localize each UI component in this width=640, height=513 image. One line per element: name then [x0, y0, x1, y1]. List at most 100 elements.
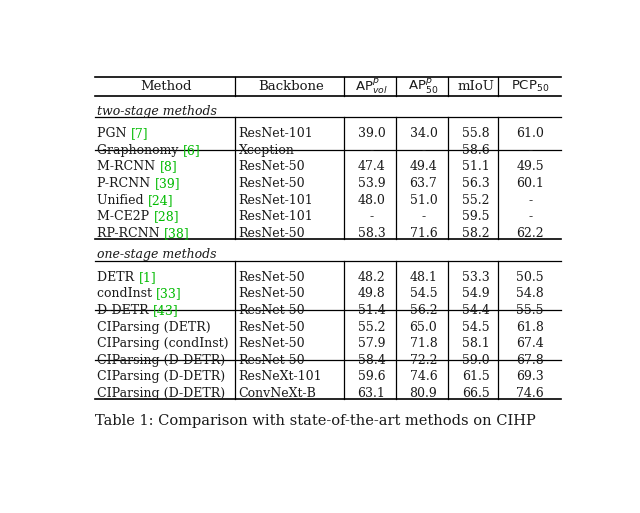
Text: 59.6: 59.6	[358, 370, 385, 383]
Text: ResNet-50: ResNet-50	[239, 304, 305, 317]
Text: 58.4: 58.4	[358, 354, 385, 367]
Text: ResNet-101: ResNet-101	[239, 127, 314, 140]
Text: -: -	[528, 193, 532, 207]
Text: 57.9: 57.9	[358, 337, 385, 350]
Text: 63.1: 63.1	[358, 387, 385, 400]
Text: ResNet-50: ResNet-50	[239, 271, 305, 284]
Text: PGN: PGN	[97, 127, 131, 140]
Text: M-CE2P: M-CE2P	[97, 210, 154, 223]
Text: D-DETR: D-DETR	[97, 304, 153, 317]
Text: 63.7: 63.7	[410, 177, 437, 190]
Text: 67.4: 67.4	[516, 337, 544, 350]
Text: M-RCNN: M-RCNN	[97, 161, 159, 173]
Text: 58.2: 58.2	[461, 227, 490, 240]
Text: 55.8: 55.8	[461, 127, 490, 140]
Text: 49.5: 49.5	[516, 161, 544, 173]
Text: ConvNeXt-B: ConvNeXt-B	[239, 387, 317, 400]
Text: 61.0: 61.0	[516, 127, 544, 140]
Text: 80.9: 80.9	[410, 387, 437, 400]
Text: 53.3: 53.3	[461, 271, 490, 284]
Text: 69.3: 69.3	[516, 370, 544, 383]
Text: [39]: [39]	[154, 177, 180, 190]
Text: -: -	[421, 144, 426, 157]
Text: 51.1: 51.1	[461, 161, 490, 173]
Text: -: -	[369, 144, 374, 157]
Text: 54.9: 54.9	[461, 287, 490, 301]
Text: CIParsing (D-DETR): CIParsing (D-DETR)	[97, 387, 225, 400]
Text: 67.8: 67.8	[516, 354, 544, 367]
Text: one-stage methods: one-stage methods	[97, 248, 217, 262]
Text: -: -	[369, 210, 374, 223]
Text: [6]: [6]	[183, 144, 200, 157]
Text: 71.6: 71.6	[410, 227, 437, 240]
Text: -: -	[421, 210, 426, 223]
Text: 60.1: 60.1	[516, 177, 544, 190]
Text: 49.4: 49.4	[410, 161, 437, 173]
Text: -: -	[528, 144, 532, 157]
Text: ResNeXt-101: ResNeXt-101	[239, 370, 323, 383]
Text: [28]: [28]	[154, 210, 179, 223]
Text: 71.8: 71.8	[410, 337, 437, 350]
Text: 61.5: 61.5	[461, 370, 490, 383]
Text: [33]: [33]	[156, 287, 182, 301]
Text: $\mathrm{PCP}_{50}$: $\mathrm{PCP}_{50}$	[511, 79, 549, 94]
Text: [7]: [7]	[131, 127, 148, 140]
Text: ResNet-50: ResNet-50	[239, 177, 305, 190]
Text: 72.2: 72.2	[410, 354, 437, 367]
Text: 48.0: 48.0	[358, 193, 385, 207]
Text: 58.3: 58.3	[358, 227, 385, 240]
Text: ResNet-50: ResNet-50	[239, 287, 305, 301]
Text: 74.6: 74.6	[410, 370, 437, 383]
Text: $\mathrm{AP}^{p}_{50}$: $\mathrm{AP}^{p}_{50}$	[408, 77, 438, 96]
Text: 74.6: 74.6	[516, 387, 544, 400]
Text: 54.5: 54.5	[410, 287, 437, 301]
Text: 51.0: 51.0	[410, 193, 437, 207]
Text: 56.2: 56.2	[410, 304, 437, 317]
Text: [1]: [1]	[138, 271, 156, 284]
Text: 48.1: 48.1	[410, 271, 437, 284]
Text: [8]: [8]	[159, 161, 177, 173]
Text: DETR: DETR	[97, 271, 138, 284]
Text: 55.2: 55.2	[462, 193, 490, 207]
Text: RP-RCNN: RP-RCNN	[97, 227, 164, 240]
Text: [43]: [43]	[153, 304, 179, 317]
Text: ResNet-50: ResNet-50	[239, 321, 305, 333]
Text: 51.4: 51.4	[358, 304, 385, 317]
Text: two-stage methods: two-stage methods	[97, 105, 217, 118]
Text: ResNet-101: ResNet-101	[239, 210, 314, 223]
Text: condInst: condInst	[97, 287, 156, 301]
Text: 54.5: 54.5	[461, 321, 490, 333]
Text: Graphonomy: Graphonomy	[97, 144, 183, 157]
Text: [24]: [24]	[148, 193, 173, 207]
Text: 65.0: 65.0	[410, 321, 437, 333]
Text: 62.2: 62.2	[516, 227, 544, 240]
Text: ResNet-50: ResNet-50	[239, 227, 305, 240]
Text: ResNet-101: ResNet-101	[239, 193, 314, 207]
Text: 54.4: 54.4	[461, 304, 490, 317]
Text: 66.5: 66.5	[461, 387, 490, 400]
Text: CIParsing (D-DETR): CIParsing (D-DETR)	[97, 370, 225, 383]
Text: 39.0: 39.0	[358, 127, 385, 140]
Text: 58.6: 58.6	[461, 144, 490, 157]
Text: 59.0: 59.0	[461, 354, 490, 367]
Text: 47.4: 47.4	[358, 161, 385, 173]
Text: Xception: Xception	[239, 144, 294, 157]
Text: ResNet-50: ResNet-50	[239, 161, 305, 173]
Text: 58.1: 58.1	[461, 337, 490, 350]
Text: 55.5: 55.5	[516, 304, 544, 317]
Text: CIParsing (condInst): CIParsing (condInst)	[97, 337, 229, 350]
Text: Table 1: Comparison with state-of-the-art methods on CIHP: Table 1: Comparison with state-of-the-ar…	[95, 414, 536, 428]
Text: -: -	[528, 210, 532, 223]
Text: Method: Method	[140, 80, 191, 93]
Text: 56.3: 56.3	[461, 177, 490, 190]
Text: 55.2: 55.2	[358, 321, 385, 333]
Text: Unified: Unified	[97, 193, 148, 207]
Text: [38]: [38]	[164, 227, 189, 240]
Text: ResNet-50: ResNet-50	[239, 337, 305, 350]
Text: 49.8: 49.8	[358, 287, 385, 301]
Text: mIoU: mIoU	[457, 80, 494, 93]
Text: $\mathrm{AP}^{p}_{vol}$: $\mathrm{AP}^{p}_{vol}$	[355, 76, 388, 96]
Text: 53.9: 53.9	[358, 177, 385, 190]
Text: 50.5: 50.5	[516, 271, 544, 284]
Text: P-RCNN: P-RCNN	[97, 177, 154, 190]
